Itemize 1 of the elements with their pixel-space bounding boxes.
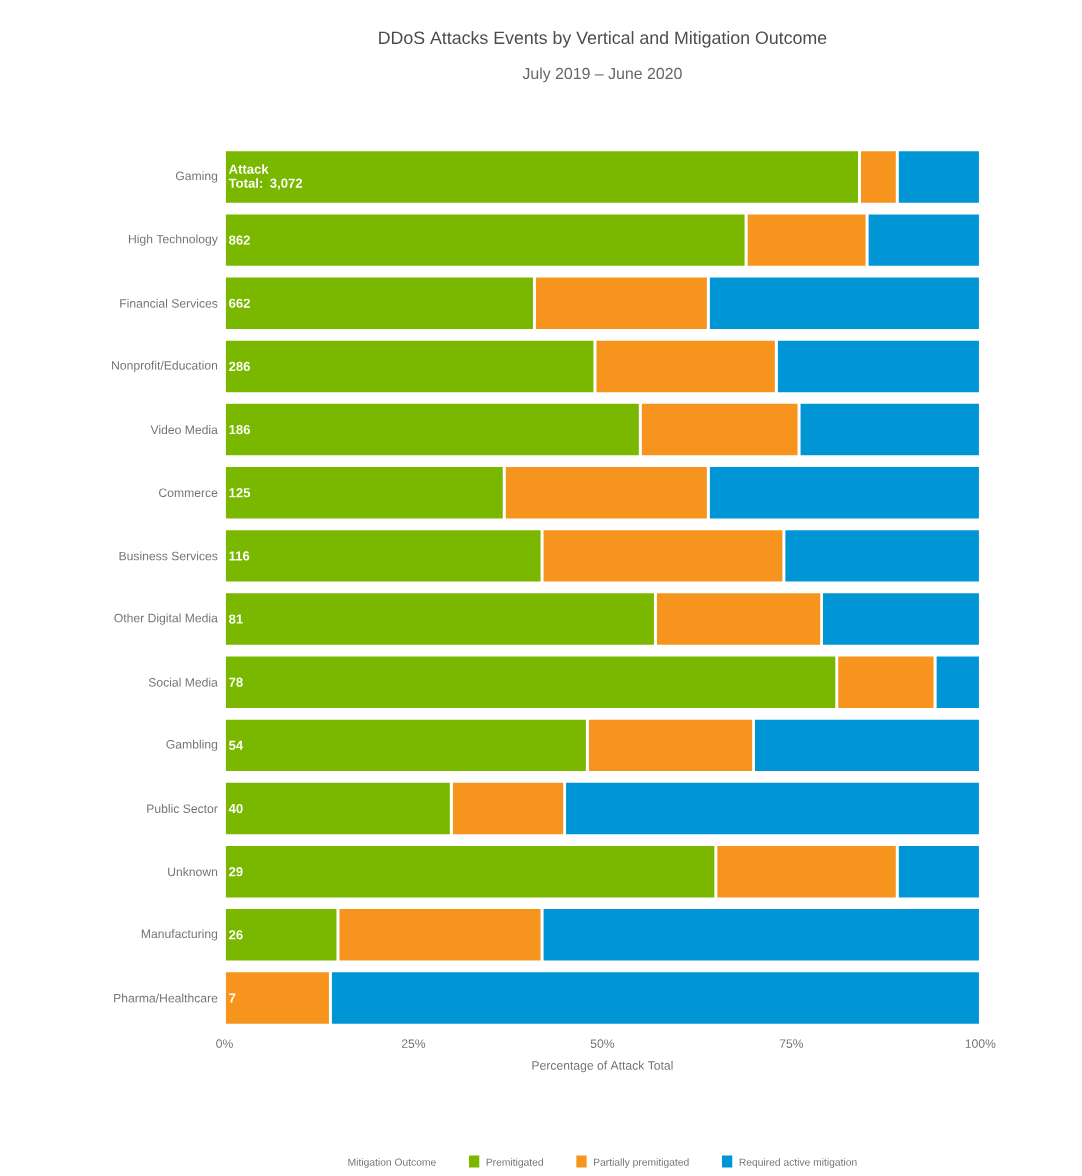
chart-title: DDoS Attacks Events by Vertical and Mitigation Outcome [379,31,827,48]
